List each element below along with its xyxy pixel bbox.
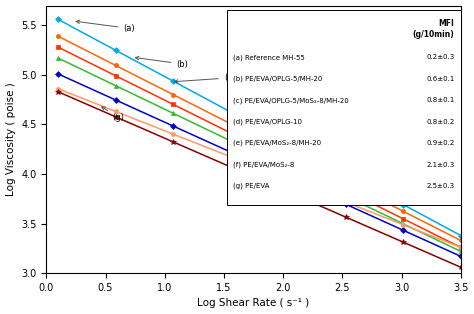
Text: (b) PE/EVA/OPLG-5/MH-20: (b) PE/EVA/OPLG-5/MH-20 [233,76,322,82]
Text: 0.9±0.2: 0.9±0.2 [426,140,455,146]
Text: (a): (a) [76,20,135,33]
Text: (f) PE/EVA/MoS₂-8: (f) PE/EVA/MoS₂-8 [233,161,294,168]
Text: (e) PE/EVA/MoS₂-8/MH-20: (e) PE/EVA/MoS₂-8/MH-20 [233,140,321,146]
Y-axis label: Log Viscosity ( poise ): Log Viscosity ( poise ) [6,83,16,196]
Text: (d) PE/EVA/OPLG-10: (d) PE/EVA/OPLG-10 [233,118,302,125]
Text: (c) PE/EVA/OPLG-5/MoS₂-8/MH-20: (c) PE/EVA/OPLG-5/MoS₂-8/MH-20 [233,97,348,104]
Text: 2.1±0.3: 2.1±0.3 [426,161,455,167]
Text: (c): (c) [174,73,235,83]
Text: (d): (d) [234,97,283,106]
Text: 0.6±0.1: 0.6±0.1 [426,76,455,82]
Text: 0.2±0.3: 0.2±0.3 [426,54,455,61]
Text: (g): (g) [102,107,125,122]
Text: (f): (f) [352,135,393,145]
Text: (g) PE/EVA: (g) PE/EVA [233,183,269,189]
Text: 0.8±0.2: 0.8±0.2 [426,119,455,125]
Text: (b): (b) [136,57,189,68]
Text: 2.5±0.3: 2.5±0.3 [427,183,455,189]
X-axis label: Log Shear Rate ( s⁻¹ ): Log Shear Rate ( s⁻¹ ) [197,298,310,308]
Text: (e): (e) [275,115,319,124]
Text: 0.8±0.1: 0.8±0.1 [426,97,455,103]
FancyBboxPatch shape [227,9,461,205]
Text: (a) Reference MH-55: (a) Reference MH-55 [233,54,305,61]
Text: MFI
(g/10min): MFI (g/10min) [413,19,455,39]
